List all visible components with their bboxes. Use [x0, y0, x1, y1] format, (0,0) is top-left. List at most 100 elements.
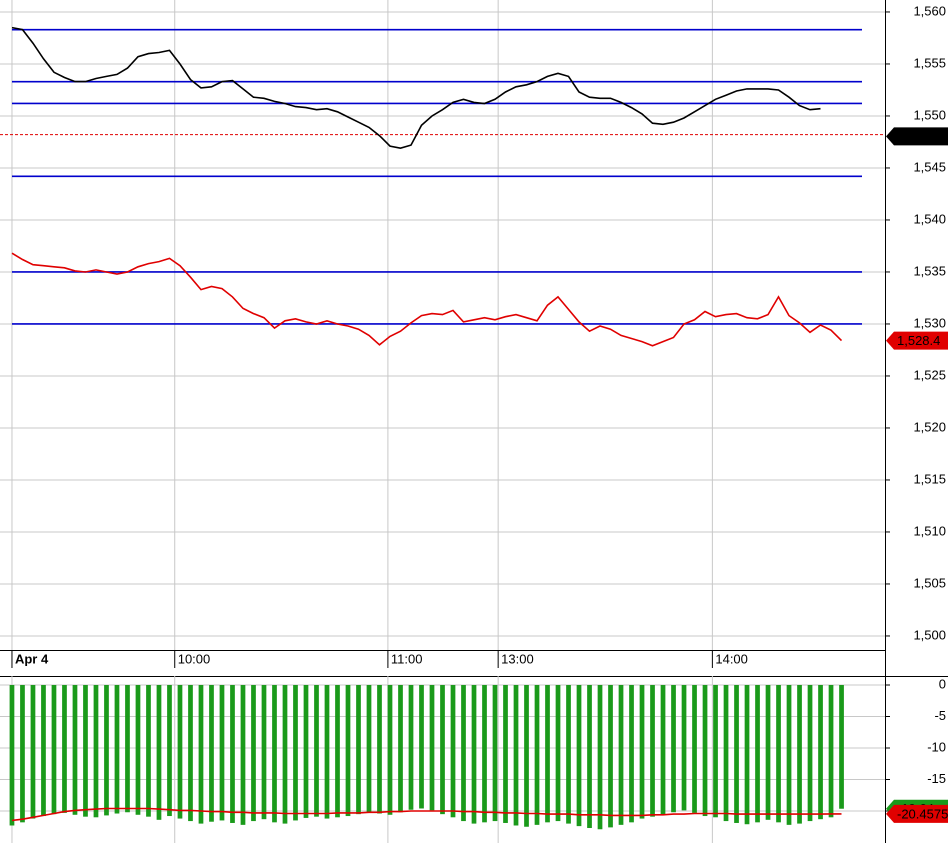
- bar: [482, 685, 487, 823]
- bar: [356, 685, 361, 815]
- bar: [702, 685, 708, 817]
- y-tick-label: 0: [939, 676, 946, 691]
- last-value-badge: [886, 331, 948, 350]
- bar: [167, 685, 172, 817]
- bar: [629, 685, 634, 823]
- y-tick-label: 1,510: [913, 523, 946, 538]
- bar: [293, 685, 298, 821]
- bar: [272, 685, 277, 823]
- bar: [230, 685, 235, 823]
- bar: [818, 685, 823, 820]
- bar: [419, 685, 424, 809]
- last-value-label: 1,548.04: [897, 129, 948, 144]
- bar: [72, 685, 78, 815]
- indicator-line: [11, 807, 842, 822]
- bar: [461, 685, 466, 822]
- bar: [41, 685, 46, 817]
- y-tick-label: 1,525: [913, 367, 946, 382]
- y-tick-label: 1,505: [913, 575, 946, 590]
- last-value-badge: [886, 804, 948, 823]
- bar: [786, 685, 792, 825]
- bar: [314, 685, 319, 817]
- y-tick-label: 1,560: [913, 3, 946, 18]
- bar: [62, 685, 67, 813]
- bar: [492, 685, 498, 822]
- bar: [209, 685, 214, 822]
- bar: [713, 685, 718, 818]
- bar: [797, 685, 802, 824]
- bar: [671, 685, 676, 813]
- y-tick-label: -10: [927, 739, 946, 754]
- bar: [839, 685, 844, 809]
- y-tick-label: 1,500: [913, 627, 946, 642]
- y-tick-label: 1,550: [913, 107, 946, 122]
- bar: [398, 685, 403, 813]
- bar: [608, 685, 613, 828]
- bar: [146, 685, 151, 817]
- bar: [366, 685, 372, 813]
- bar: [93, 685, 99, 818]
- x-tick-label: 11:00: [391, 651, 423, 666]
- bar: [198, 685, 204, 824]
- bar: [576, 685, 582, 827]
- bar: [566, 685, 571, 824]
- price-line: [11, 26, 821, 150]
- last-value-badge: [886, 127, 948, 146]
- bar: [587, 685, 592, 829]
- y-tick-label: 1,545: [913, 159, 946, 174]
- bar: [650, 685, 655, 817]
- last-value-label: 1,528.4: [897, 333, 940, 348]
- y-tick-label: 1,530: [913, 315, 946, 330]
- bar: [30, 685, 36, 819]
- bar: [125, 685, 130, 813]
- x-tick-label: 10:00: [178, 651, 211, 666]
- bar: [524, 685, 529, 827]
- last-value-label: -20.4575: [897, 806, 948, 821]
- bar: [681, 685, 687, 811]
- bar: [251, 685, 256, 822]
- price-line: [11, 252, 843, 347]
- bar: [240, 685, 246, 825]
- y-tick-label: 1,515: [913, 471, 946, 486]
- bar: [51, 685, 57, 815]
- bar: [9, 685, 15, 826]
- bar: [20, 685, 25, 823]
- bar: [135, 685, 141, 815]
- bar: [692, 685, 697, 813]
- bar: [219, 685, 225, 821]
- bar: [545, 685, 550, 823]
- bar: [324, 685, 330, 819]
- bar: [450, 685, 456, 818]
- bar: [345, 685, 351, 817]
- bar: [335, 685, 340, 818]
- bar: [807, 685, 813, 822]
- bar: [83, 685, 88, 817]
- bar: [408, 685, 414, 810]
- bar: [734, 685, 739, 823]
- bar: [156, 685, 162, 820]
- bar: [261, 685, 267, 820]
- bar: [744, 685, 750, 825]
- bar: [534, 685, 540, 825]
- bar: [440, 685, 445, 815]
- bar: [188, 685, 193, 822]
- bar: [618, 685, 624, 825]
- bar: [282, 685, 288, 824]
- y-tick-label: -15: [927, 771, 946, 786]
- bar: [555, 685, 561, 822]
- y-tick-label: -5: [934, 708, 946, 723]
- bar: [377, 685, 382, 814]
- bar: [776, 685, 781, 823]
- bar: [755, 685, 760, 823]
- bar: [639, 685, 645, 819]
- y-tick-label: 1,555: [913, 55, 946, 70]
- bar: [503, 685, 508, 823]
- bar: [828, 685, 834, 818]
- bar: [114, 685, 120, 814]
- bar: [765, 685, 771, 820]
- y-tick-label: 1,535: [913, 263, 946, 278]
- bar: [597, 685, 603, 830]
- x-tick-label: 13:00: [501, 651, 534, 666]
- bar: [660, 685, 666, 815]
